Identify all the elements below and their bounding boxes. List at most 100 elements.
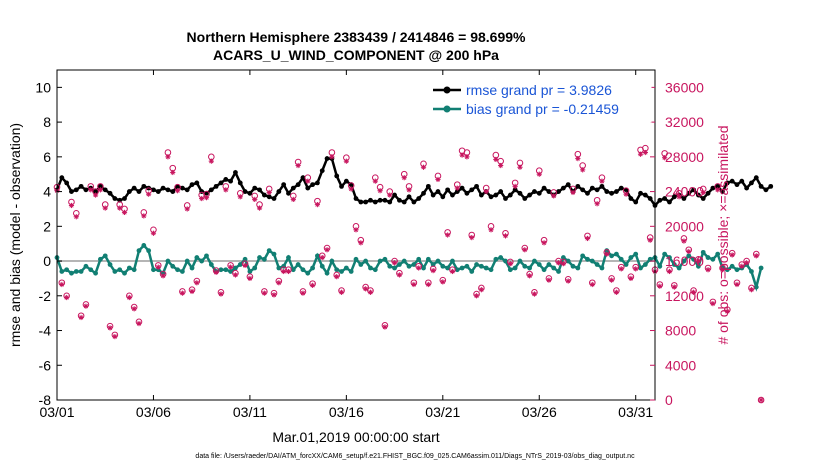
bias-point <box>532 258 537 264</box>
y-axis-left: -8 -6 -4 -2 0 2 4 6 8 10 <box>35 79 62 408</box>
bias-point <box>662 251 668 257</box>
obs-assimilated-point <box>343 158 349 164</box>
rmse-point <box>300 175 306 181</box>
rmse-point <box>339 183 344 189</box>
rmse-point <box>546 189 552 194</box>
x-tick-label: 03/21 <box>425 404 460 420</box>
bias-point <box>430 262 436 267</box>
x-tick-label: 03/06 <box>136 404 171 420</box>
bias-point <box>126 265 132 271</box>
rmse-point <box>729 178 735 184</box>
obs-assimilated-point <box>377 188 383 194</box>
y-axis-right: 0 4000 8000 12000 16000 20000 24000 28000 32000 3… <box>650 79 704 408</box>
bias-point <box>218 267 224 273</box>
y-right-tick-label: 20000 <box>665 218 704 234</box>
chart-title-line-1: Northern Hemisphere 2383439 / 2414846 = … <box>187 29 526 45</box>
rmse-point <box>527 192 533 198</box>
plot-area <box>57 70 655 400</box>
bias-point <box>88 267 94 273</box>
bias-point <box>512 265 518 271</box>
bias-point <box>536 262 542 267</box>
obs-assimilated-point <box>97 187 104 193</box>
bias-point <box>556 269 561 274</box>
bias-point <box>194 255 200 260</box>
bias-point <box>98 256 103 262</box>
bias-point <box>406 263 412 269</box>
rmse-point <box>454 189 460 194</box>
bias-point <box>102 253 108 259</box>
bias-point <box>454 267 460 273</box>
rmse-point <box>353 196 359 201</box>
obs-assimilated-point <box>493 156 499 163</box>
obs-count-series <box>53 144 765 404</box>
obs-assimilated-point <box>252 196 258 202</box>
rmse-point <box>112 196 118 201</box>
rmse-point <box>343 178 349 184</box>
obs-assimilated-point <box>285 268 292 275</box>
bias-point <box>64 267 70 273</box>
rmse-point <box>671 194 677 200</box>
rmse-point <box>724 180 730 186</box>
obs-assimilated-point <box>507 261 513 267</box>
obs-assimilated-point <box>174 188 181 194</box>
obs-assimilated-point <box>367 289 374 295</box>
bias-point <box>676 265 682 271</box>
rmse-point <box>266 194 272 200</box>
rmse-point <box>73 187 79 193</box>
rmse-point <box>276 189 282 194</box>
rmse-point <box>744 185 750 191</box>
rmse-point <box>213 183 219 189</box>
bias-point <box>488 267 494 273</box>
bias-point <box>247 269 253 274</box>
rmse-point <box>474 183 479 189</box>
rmse-point <box>749 180 754 186</box>
rmse-point <box>715 183 721 189</box>
bias-point <box>657 263 663 269</box>
obs-assimilated-point <box>705 267 711 273</box>
obs-assimilated-point <box>146 191 152 197</box>
obs-assimilated-point <box>498 162 504 169</box>
bias-point <box>710 256 716 262</box>
rmse-point <box>102 187 108 193</box>
rmse-point <box>406 194 412 200</box>
obs-assimilated-point <box>131 306 137 312</box>
rmse-point <box>69 189 74 194</box>
obs-assimilated-point <box>165 154 171 160</box>
bias-point <box>450 258 455 264</box>
obs-assimilated-point <box>314 202 321 208</box>
bias-point <box>136 248 142 254</box>
bias-point <box>252 265 258 271</box>
obs-assimilated-point <box>242 262 248 268</box>
obs-assimilated-point <box>338 289 345 295</box>
obs-assimilated-point <box>608 277 615 283</box>
bias-point <box>237 262 243 267</box>
bias-point <box>353 256 359 262</box>
rmse-point <box>594 187 600 193</box>
bias-point <box>498 255 504 260</box>
obs-assimilated-point <box>445 232 451 238</box>
bias-point <box>700 249 706 255</box>
obs-assimilated-point <box>739 263 745 269</box>
y-right-tick-label: 32000 <box>665 114 704 130</box>
obs-assimilated-point <box>729 252 735 258</box>
obs-assimilated-point <box>64 294 70 301</box>
bias-point <box>503 258 508 264</box>
bias-point <box>440 263 446 269</box>
rmse-point <box>155 189 161 194</box>
rmse-point <box>541 185 547 191</box>
rmse-point <box>435 189 441 194</box>
obs-assimilated-point <box>449 268 456 275</box>
obs-assimilated-point <box>541 240 547 246</box>
obs-assimilated-point <box>382 324 388 330</box>
bias-point <box>667 255 672 260</box>
rmse-point <box>623 187 629 193</box>
bias-point <box>392 265 397 271</box>
rmse-point <box>604 189 610 194</box>
y-left-tick-label: -6 <box>39 357 52 373</box>
obs-assimilated-point <box>300 290 306 296</box>
rmse-point <box>662 196 668 201</box>
rmse-point <box>657 197 663 203</box>
obs-assimilated-point <box>228 264 234 270</box>
rmse-point <box>411 199 417 205</box>
